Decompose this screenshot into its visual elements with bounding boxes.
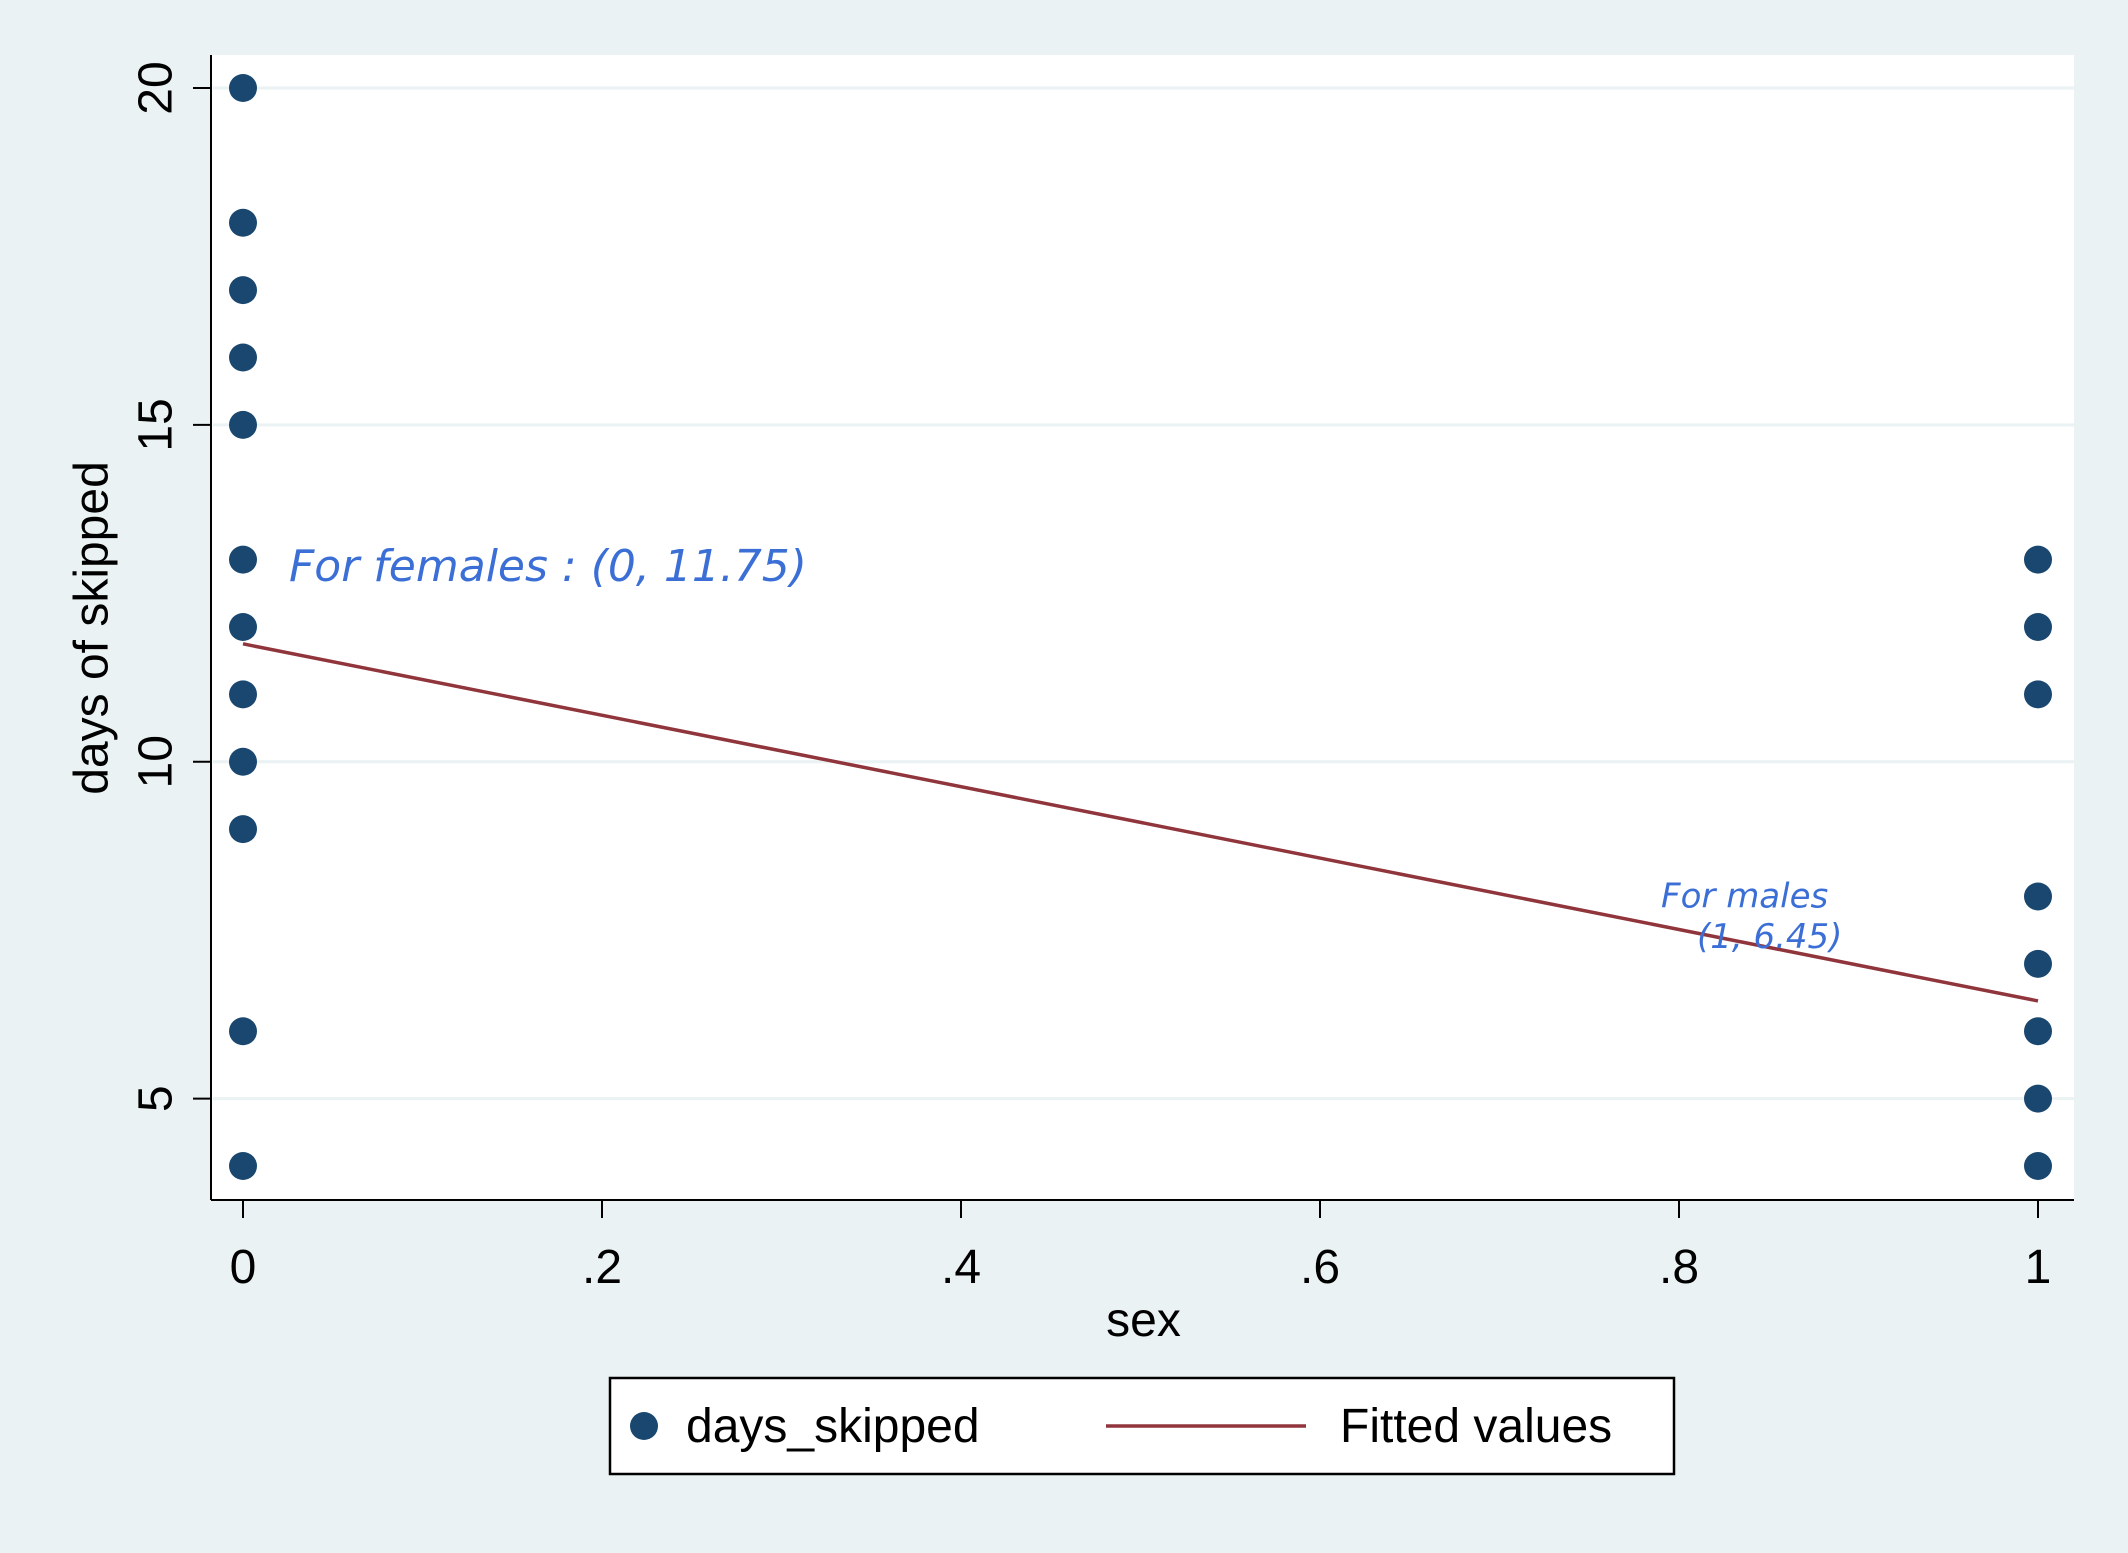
data-point	[2024, 680, 2052, 709]
annotation: (1, 6.45)	[1697, 917, 1842, 957]
y-axis-title: days of skipped	[66, 461, 119, 795]
data-point	[229, 1152, 257, 1180]
data-point	[229, 747, 257, 776]
data-point	[2024, 613, 2052, 641]
legend-marker-dot	[630, 1412, 658, 1440]
x-tick-label: 1	[2025, 1241, 2052, 1294]
y-tick-label: 20	[130, 61, 183, 114]
x-tick-label: 0	[230, 1241, 257, 1294]
data-point	[229, 276, 257, 305]
y-tick-label: 10	[130, 735, 183, 788]
x-tick-label: .6	[1300, 1241, 1340, 1294]
x-tick-label: .4	[941, 1241, 981, 1294]
data-point	[229, 208, 257, 237]
annotation: For males	[1661, 877, 1828, 917]
data-point	[229, 815, 257, 844]
data-point	[2024, 1084, 2052, 1113]
data-point	[2024, 882, 2052, 911]
data-point	[229, 343, 257, 372]
data-point	[229, 545, 257, 574]
y-tick-label: 15	[130, 398, 183, 451]
plot-area	[211, 55, 2074, 1200]
data-point	[229, 74, 257, 102]
data-point	[2024, 949, 2052, 978]
legend-label: Fitted values	[1340, 1400, 1612, 1453]
data-point	[229, 410, 257, 439]
data-point	[2024, 1152, 2052, 1180]
x-axis-title: sex	[1106, 1294, 1181, 1347]
data-point	[229, 1017, 257, 1046]
data-point	[2024, 545, 2052, 574]
data-point	[229, 680, 257, 709]
x-tick-label: .8	[1659, 1241, 1699, 1294]
data-point	[2024, 1017, 2052, 1046]
fitted-values-line	[242, 642, 2039, 1003]
x-tick-label: .2	[582, 1241, 622, 1294]
annotation: For females : (0, 11.75)	[289, 541, 807, 592]
y-tick-label: 5	[130, 1085, 183, 1112]
legend-label: days_skipped	[686, 1400, 980, 1453]
data-point	[229, 613, 257, 641]
